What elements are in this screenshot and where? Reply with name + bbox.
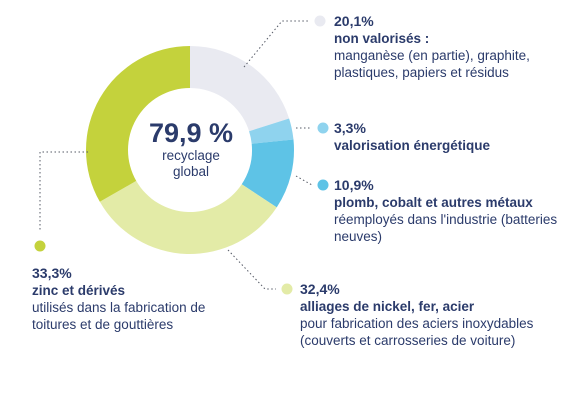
label-plomb-cobalt: 10,9% plomb, cobalt et autres métaux rée…	[334, 177, 569, 245]
slice-percent: 32,4%	[300, 281, 340, 297]
leader-line-plomb-cobalt	[295, 175, 313, 186]
slice-title: non valorisés :	[334, 31, 430, 46]
leader-line-non-valorises	[243, 20, 310, 68]
slice-description: manganèse (en partie), graphite, plastiq…	[334, 48, 530, 80]
label-alliages-nickel: 32,4% alliages de nickel, fer, acier pou…	[300, 281, 535, 349]
slice-description: réemployés dans l'industrie (batteries n…	[334, 212, 558, 244]
legend-dot-non-valorises	[314, 15, 326, 27]
slice-valorisation-energetique	[249, 118, 294, 144]
legend-dot-valorisation-energetique	[317, 122, 329, 134]
global-recycling-value: 79,9 %	[148, 118, 234, 148]
slice-alliages-nickel	[99, 180, 277, 255]
leader-line-zinc	[39, 151, 88, 232]
slice-zinc	[85, 46, 190, 202]
legend-dot-zinc	[34, 240, 46, 252]
slice-description: utilisés dans la fabrication de toitures…	[32, 300, 206, 332]
slice-title: zinc et dérivés	[32, 283, 126, 298]
center-line-2: global	[172, 164, 210, 179]
slice-percent: 33,3%	[32, 265, 72, 281]
label-valorisation-energetique: 3,3% valorisation énergétique	[334, 120, 569, 154]
slice-description: pour fabrication des aciers inoxydables …	[300, 316, 534, 348]
slice-title: alliages de nickel, fer, acier	[300, 299, 475, 314]
slice-title: plomb, cobalt et autres métaux	[334, 195, 533, 210]
slice-percent: 3,3%	[334, 120, 366, 136]
legend-dot-plomb-cobalt	[317, 179, 329, 191]
slice-plomb-cobalt	[241, 139, 295, 208]
slice-title: valorisation énergétique	[334, 138, 491, 153]
slice-percent: 20,1%	[334, 13, 374, 29]
leader-line-alliages-nickel	[227, 249, 276, 290]
legend-dot-alliages-nickel	[281, 283, 293, 295]
label-zinc: 33,3% zinc et dérivés utilisés dans la f…	[32, 265, 247, 333]
label-non-valorises: 20,1% non valorisés : manganèse (en part…	[334, 13, 569, 81]
slice-percent: 10,9%	[334, 177, 374, 193]
center-label: 79,9 % recyclage global	[126, 118, 256, 180]
center-line-1: recyclage	[162, 148, 220, 163]
slice-non-valorises	[190, 46, 290, 132]
